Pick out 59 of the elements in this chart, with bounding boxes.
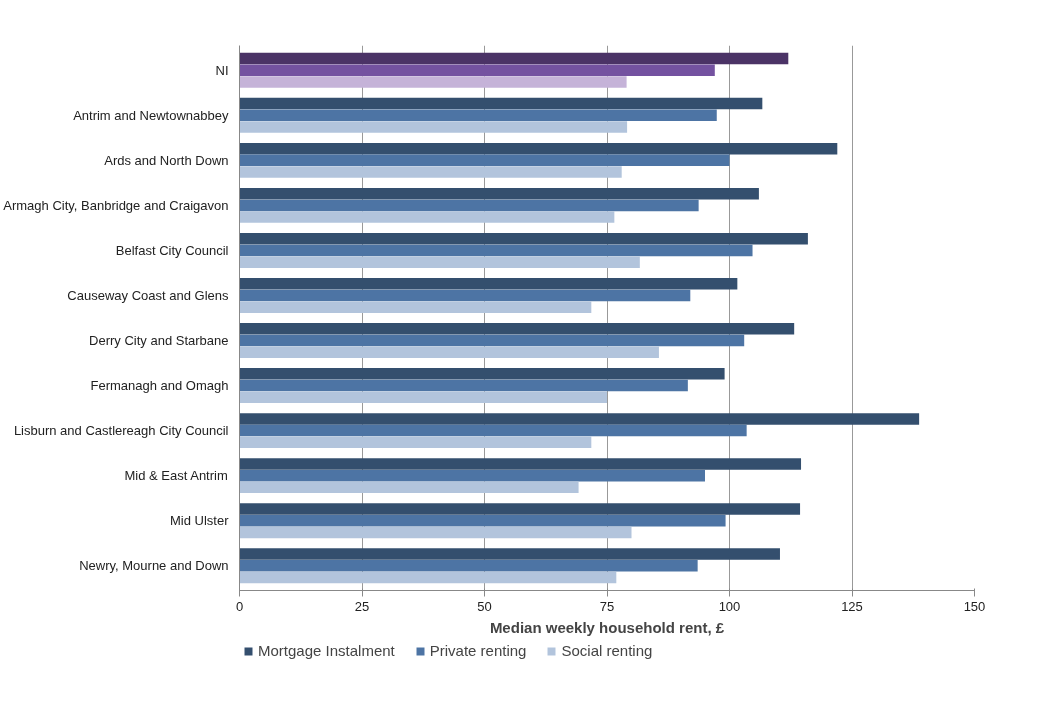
bar xyxy=(239,232,808,245)
bar xyxy=(239,154,730,167)
y-tick-label: Ards and North Down xyxy=(104,152,229,168)
x-tick-label: 125 xyxy=(841,598,863,614)
bar xyxy=(239,368,725,380)
bar xyxy=(239,166,622,178)
bar xyxy=(239,121,628,133)
bar xyxy=(239,76,627,88)
bar xyxy=(239,301,592,313)
y-tick-label: Armagh City, Banbridge and Craigavon xyxy=(3,197,229,213)
legend-label: Mortgage Instalment xyxy=(258,642,395,659)
y-tick-label: NI xyxy=(215,62,229,78)
bar xyxy=(239,346,659,358)
bar xyxy=(239,424,747,437)
bar xyxy=(239,436,592,449)
x-tick-label: 0 xyxy=(235,598,244,614)
bar xyxy=(239,514,726,527)
bar xyxy=(239,244,753,257)
bar xyxy=(239,503,801,515)
bar xyxy=(239,97,763,110)
x-tick-label: 50 xyxy=(477,598,492,614)
x-tick-label: 150 xyxy=(963,598,986,614)
x-axis-title: Median weekly household rent, £ xyxy=(489,618,725,636)
y-tick-label: Antrim and Newtownabbey xyxy=(73,107,229,123)
bar xyxy=(239,323,795,335)
bar xyxy=(239,109,717,122)
bar xyxy=(239,559,698,572)
y-tick-label: Mid Ulster xyxy=(169,513,230,529)
y-tick-label: Mid & East Antrim xyxy=(124,468,228,484)
legend-label: Private renting xyxy=(429,642,527,659)
bar xyxy=(239,526,632,539)
bar xyxy=(239,199,699,212)
y-tick-label: Belfast City Council xyxy=(115,242,229,258)
y-tick-label: Newry, Mourne and Down xyxy=(79,558,229,574)
x-tick-label: 25 xyxy=(354,598,370,614)
y-tick-label: Causeway Coast and Glens xyxy=(67,287,229,303)
y-tick-label: Fermanagh and Omagh xyxy=(90,378,229,394)
y-tick-label: Derry City and Starbane xyxy=(89,333,229,349)
bar xyxy=(239,142,838,155)
bar xyxy=(239,571,617,584)
bar xyxy=(239,481,579,494)
x-tick-label: 100 xyxy=(718,598,741,614)
legend-label: Social renting xyxy=(561,642,653,659)
bar xyxy=(239,211,615,223)
bar xyxy=(239,256,640,268)
bar xyxy=(239,278,738,290)
y-tick-label: Lisburn and Castlereagh City Council xyxy=(13,423,229,439)
bar xyxy=(239,458,802,470)
x-tick-label: 75 xyxy=(599,598,615,614)
bar xyxy=(239,379,688,392)
bar xyxy=(239,187,759,200)
bar xyxy=(239,548,780,560)
bar xyxy=(239,52,789,65)
bar xyxy=(239,469,705,482)
bar xyxy=(239,289,691,302)
bar xyxy=(239,64,715,77)
bar xyxy=(239,413,920,425)
bar xyxy=(239,391,607,404)
bar xyxy=(239,334,745,347)
